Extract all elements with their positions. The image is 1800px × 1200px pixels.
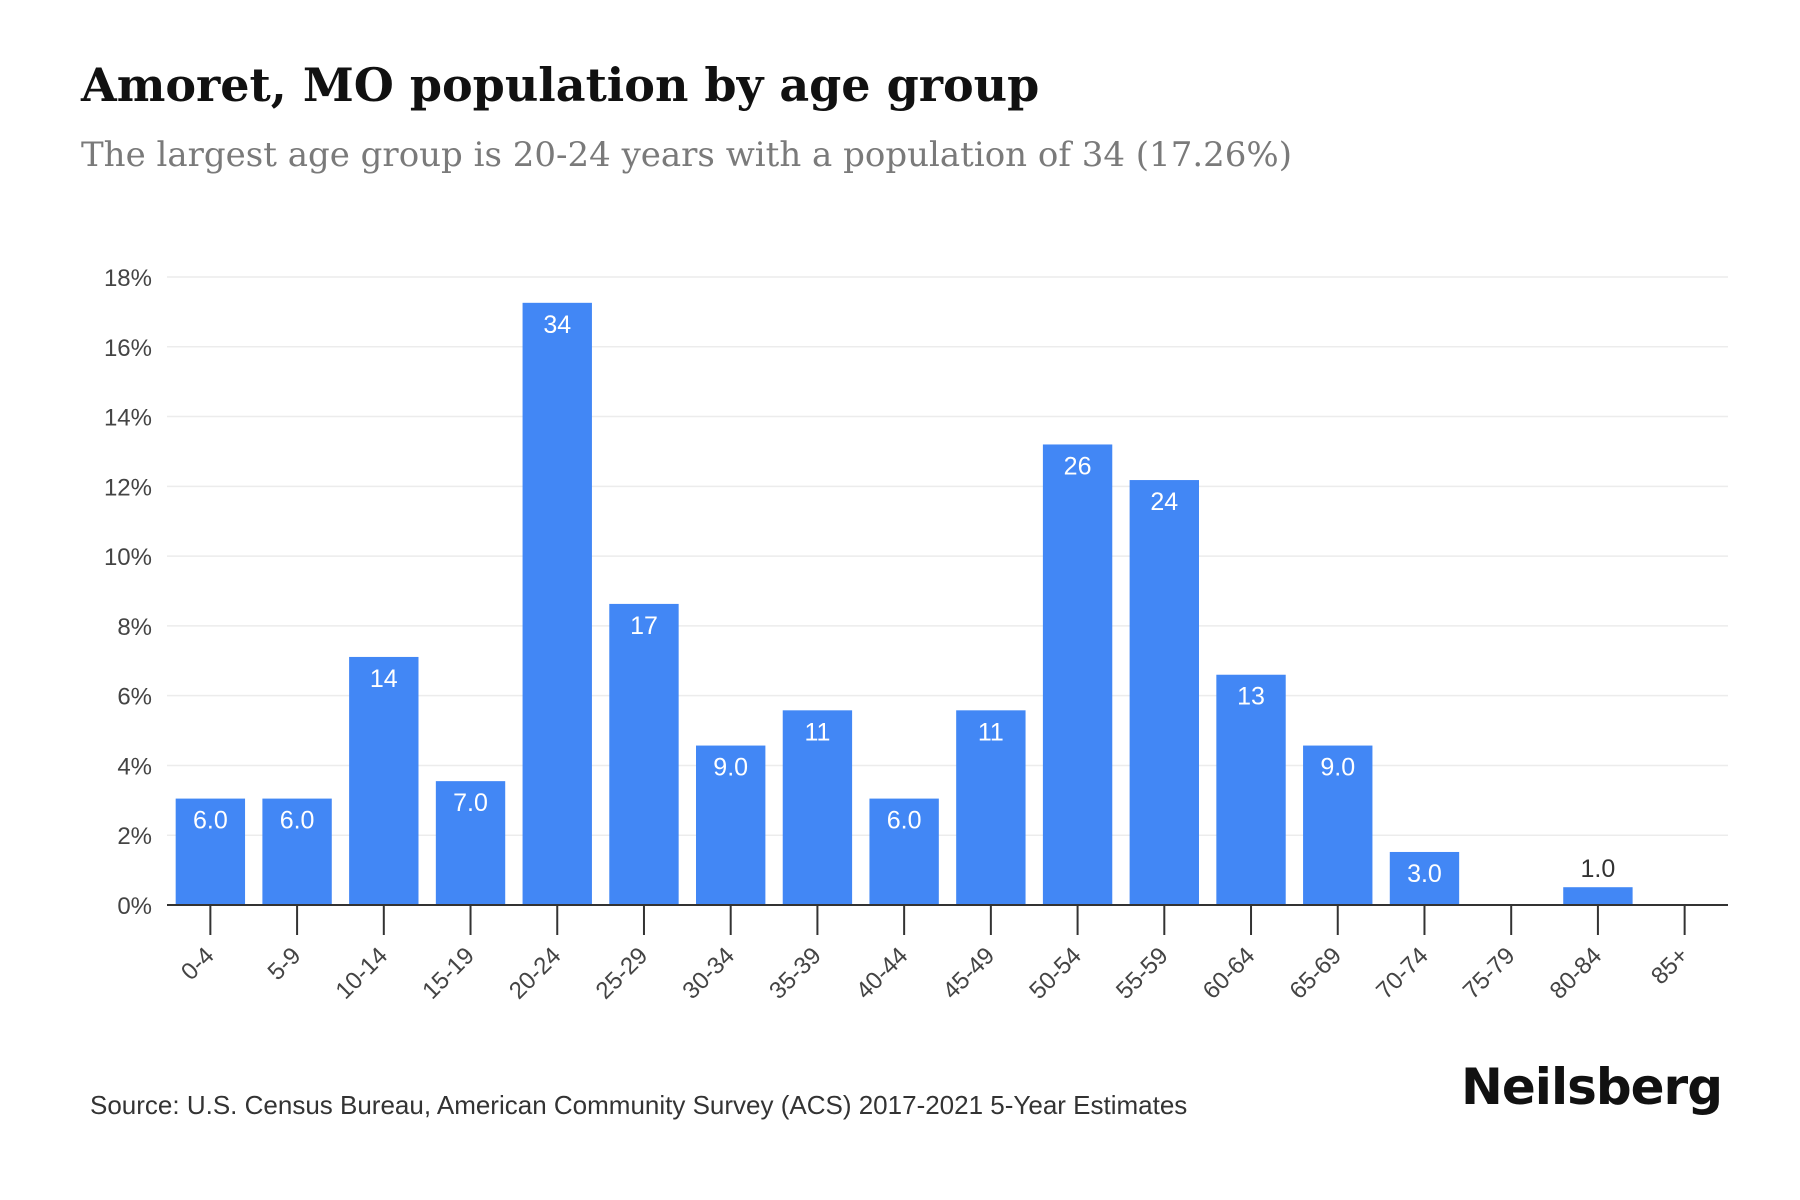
x-tick-label: 20-24: [504, 942, 567, 1005]
bar-5-9: [262, 798, 332, 905]
data-label: 9.0: [713, 754, 748, 782]
x-tick-label: 15-19: [417, 942, 480, 1005]
bar-60-64: [1216, 674, 1286, 905]
x-tick-label: 70-74: [1371, 942, 1434, 1005]
bar-50-54: [1042, 444, 1113, 905]
bar-25-29: [609, 603, 679, 905]
bar-55-59: [1129, 480, 1199, 905]
bar-10-14: [349, 656, 419, 905]
x-tick-label: 0-4: [176, 942, 220, 986]
bar-80-84: [1563, 887, 1633, 905]
bars: [175, 302, 1633, 906]
y-tick-label: 8%: [117, 614, 152, 641]
bar-65-69: [1303, 745, 1373, 905]
bar-45-49: [956, 710, 1026, 905]
y-tick-label: 18%: [104, 265, 152, 292]
data-label: 11: [804, 718, 830, 746]
data-label: 11: [978, 718, 1004, 746]
x-tick-label: 25-29: [591, 942, 654, 1005]
x-tick-label: 50-54: [1024, 942, 1087, 1005]
y-tick-label: 6%: [117, 684, 152, 711]
source-note: Source: U.S. Census Bureau, American Com…: [90, 1090, 1188, 1120]
x-tick-label: 10-14: [331, 942, 394, 1005]
bar-20-24: [522, 302, 592, 906]
bar-chart: 0% 2% 4% 6% 8% 10% 12% 14% 16% 18% 6.0 6.0 14 7.0 34 1…: [104, 265, 1728, 1005]
data-label: 6.0: [280, 807, 315, 835]
chart-title: Amoret, MO population by age group: [81, 58, 1040, 112]
data-label: 6.0: [193, 807, 228, 835]
data-label: 17: [630, 612, 658, 640]
x-tick-label: 85+: [1646, 942, 1694, 990]
bar-40-44: [869, 798, 939, 905]
chart-subtitle: The largest age group is 20-24 years wit…: [81, 135, 1292, 175]
y-tick-label: 2%: [117, 823, 152, 850]
data-label: 3.0: [1407, 860, 1442, 888]
bar-0-4: [175, 798, 246, 905]
y-tick-label: 0%: [117, 893, 152, 920]
x-tick-label: 35-39: [764, 942, 827, 1005]
y-tick-label: 10%: [104, 544, 152, 571]
y-axis-ticks: 0% 2% 4% 6% 8% 10% 12% 14% 16% 18%: [104, 265, 152, 920]
brand-logo: Neilsberg: [1461, 1058, 1723, 1116]
y-tick-label: 4%: [117, 753, 152, 780]
y-tick-label: 16%: [104, 335, 152, 362]
x-tick-label: 60-64: [1198, 942, 1261, 1005]
x-tick-label: 65-69: [1284, 942, 1347, 1005]
x-tick-label: 55-59: [1111, 942, 1174, 1005]
bar-30-34: [696, 745, 766, 905]
bar-35-39: [782, 710, 853, 905]
x-tick-label: 30-34: [677, 942, 740, 1005]
x-tick-label: 75-79: [1458, 942, 1521, 1005]
bar-15-19: [435, 781, 506, 905]
data-label: 9.0: [1320, 754, 1355, 782]
x-axis-ticks: 0-4 5-9 10-14 15-19 20-24 25-29 30-34 35-39 40-4…: [176, 905, 1694, 1005]
data-label: 26: [1064, 452, 1092, 480]
bar-70-74: [1389, 851, 1460, 905]
data-label: 13: [1237, 683, 1265, 711]
x-tick-label: 40-44: [851, 942, 914, 1005]
data-labels: 6.0 6.0 14 7.0 34 17 9.0 11 6.0 11 26 24 13 9.0 3.0 1.0: [193, 311, 1615, 888]
data-label: 6.0: [887, 807, 922, 835]
x-tick-label: 80-84: [1545, 942, 1608, 1005]
data-label: 7.0: [453, 789, 488, 817]
y-tick-label: 12%: [104, 474, 152, 501]
x-tick-label: 5-9: [263, 942, 307, 986]
data-label: 24: [1150, 488, 1178, 516]
y-tick-label: 14%: [104, 405, 152, 432]
x-tick-label: 45-49: [938, 942, 1001, 1005]
gridlines: [167, 276, 1728, 836]
data-label: 1.0: [1581, 855, 1616, 883]
data-label: 34: [543, 311, 571, 339]
data-label: 14: [370, 665, 398, 693]
